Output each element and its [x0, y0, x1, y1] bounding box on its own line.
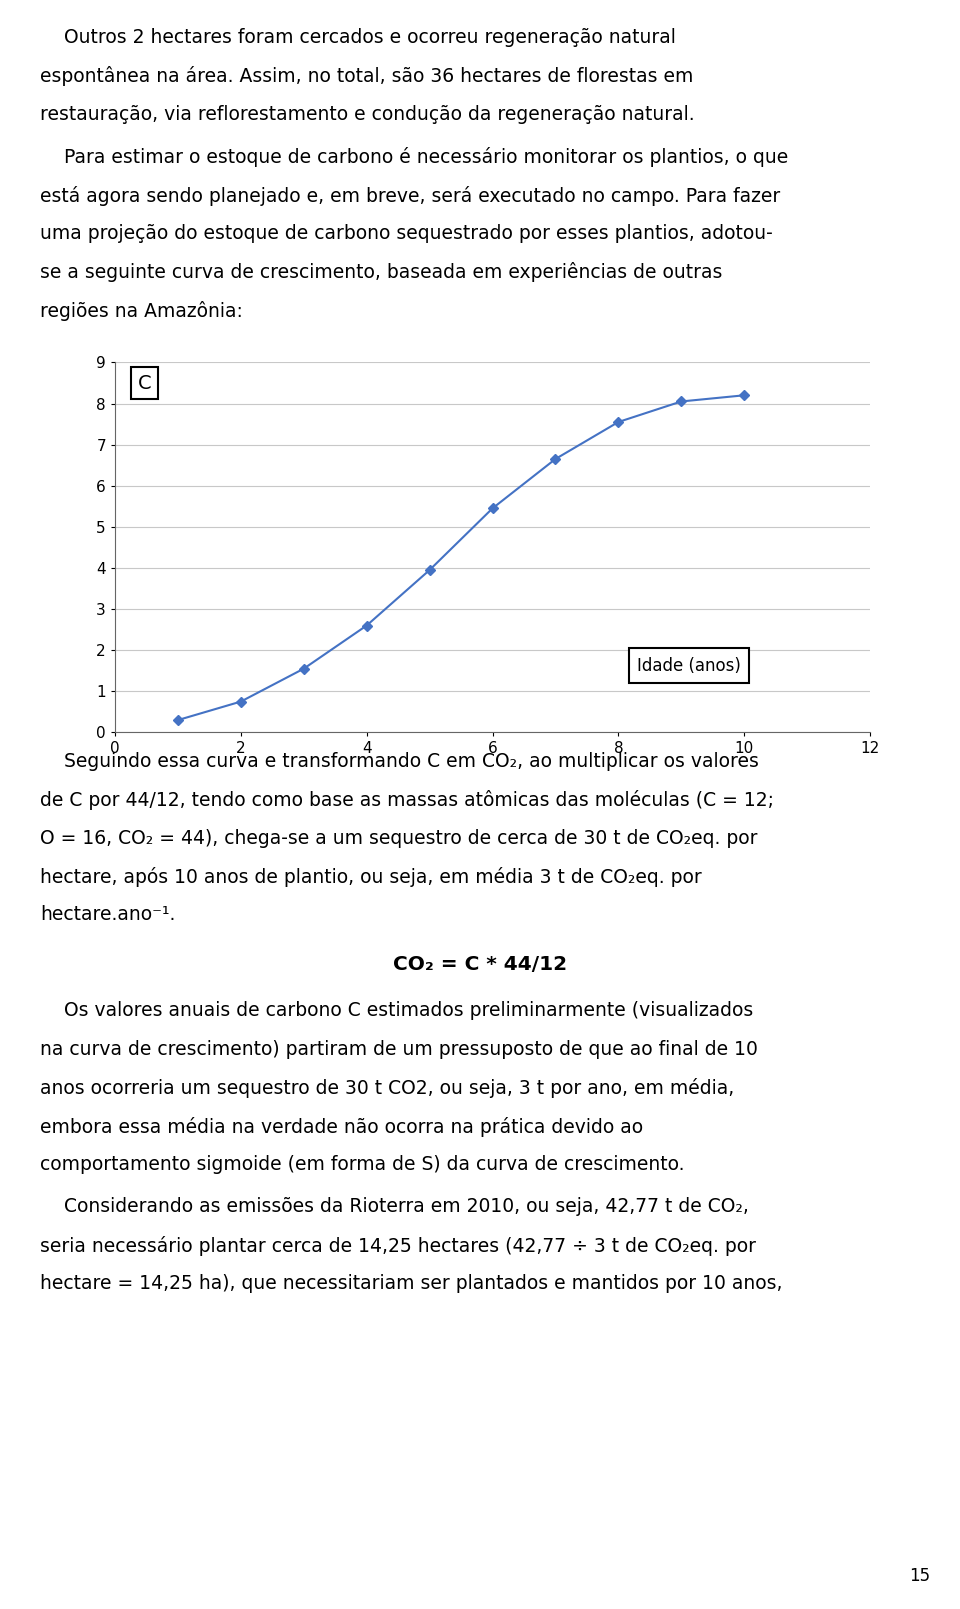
Text: restauração, via reflorestamento e condução da regeneração natural.: restauração, via reflorestamento e condu…: [40, 105, 695, 124]
Text: hectare, após 10 anos de plantio, ou seja, em média 3 t de CO₂eq. por: hectare, após 10 anos de plantio, ou sej…: [40, 867, 702, 887]
Text: Idade (anos): Idade (anos): [636, 656, 741, 674]
Text: embora essa média na verdade não ocorra na prática devido ao: embora essa média na verdade não ocorra …: [40, 1117, 643, 1138]
Text: regiões na Amazônia:: regiões na Amazônia:: [40, 301, 243, 320]
Text: hectare.ano⁻¹.: hectare.ano⁻¹.: [40, 906, 176, 925]
Text: Seguindo essa curva e transformando C em CO₂, ao multiplicar os valores: Seguindo essa curva e transformando C em…: [40, 751, 758, 771]
Text: se a seguinte curva de crescimento, baseada em experiências de outras: se a seguinte curva de crescimento, base…: [40, 262, 722, 283]
Text: CO₂ = C * 44/12: CO₂ = C * 44/12: [393, 956, 567, 975]
Text: 15: 15: [909, 1567, 930, 1585]
Text: anos ocorreria um sequestro de 30 t CO2, ou seja, 3 t por ano, em média,: anos ocorreria um sequestro de 30 t CO2,…: [40, 1078, 734, 1099]
Text: hectare = 14,25 ha), que necessitariam ser plantados e mantidos por 10 anos,: hectare = 14,25 ha), que necessitariam s…: [40, 1274, 782, 1294]
Text: Os valores anuais de carbono C estimados preliminarmente (visualizados: Os valores anuais de carbono C estimados…: [40, 1001, 754, 1020]
Text: de C por 44/12, tendo como base as massas atômicas das moléculas (C = 12;: de C por 44/12, tendo como base as massa…: [40, 790, 774, 809]
Text: seria necessário plantar cerca de 14,25 hectares (42,77 ÷ 3 t de CO₂eq. por: seria necessário plantar cerca de 14,25 …: [40, 1236, 756, 1257]
Text: Considerando as emissões da Rioterra em 2010, ou seja, 42,77 t de CO₂,: Considerando as emissões da Rioterra em …: [40, 1197, 749, 1216]
Text: espontânea na área. Assim, no total, são 36 hectares de florestas em: espontânea na área. Assim, no total, são…: [40, 66, 693, 87]
Text: C: C: [137, 373, 152, 393]
Text: Outros 2 hectares foram cercados e ocorreu regeneração natural: Outros 2 hectares foram cercados e ocorr…: [40, 27, 676, 47]
Text: está agora sendo planejado e, em breve, será executado no campo. Para fazer: está agora sendo planejado e, em breve, …: [40, 185, 780, 206]
Text: comportamento sigmoide (em forma de S) da curva de crescimento.: comportamento sigmoide (em forma de S) d…: [40, 1155, 684, 1175]
Text: O = 16, CO₂ = 44), chega-se a um sequestro de cerca de 30 t de CO₂eq. por: O = 16, CO₂ = 44), chega-se a um sequest…: [40, 829, 757, 848]
Text: Para estimar o estoque de carbono é necessário monitorar os plantios, o que: Para estimar o estoque de carbono é nece…: [40, 146, 788, 167]
Text: uma projeção do estoque de carbono sequestrado por esses plantios, adotou-: uma projeção do estoque de carbono seque…: [40, 224, 773, 243]
Text: na curva de crescimento) partiram de um pressuposto de que ao final de 10: na curva de crescimento) partiram de um …: [40, 1039, 757, 1059]
